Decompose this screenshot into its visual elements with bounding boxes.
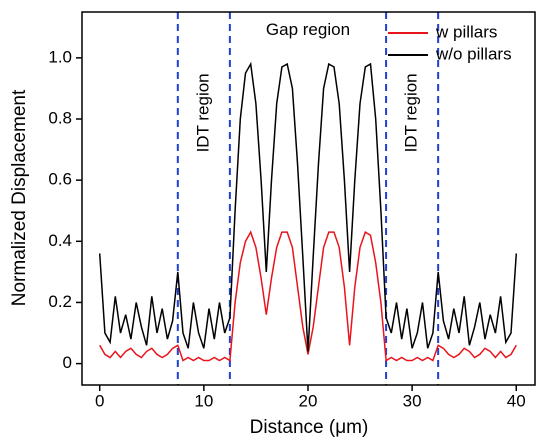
y-tick-label: 0.6 [48, 170, 72, 189]
series-line [98, 61, 518, 352]
legend-label: w/o pillars [435, 44, 512, 63]
y-tick-label: 0 [63, 353, 72, 372]
x-tick-label: 0 [95, 391, 104, 410]
x-tick-label: 20 [299, 391, 318, 410]
y-axis-label: Normalized Displacement [9, 89, 30, 306]
annotation: IDT region [193, 73, 212, 152]
series-line [99, 230, 517, 362]
x-axis-label: Distance (μm) [250, 417, 369, 438]
legend-label: w pillars [435, 22, 497, 41]
y-tick-label: 0.2 [48, 292, 72, 311]
x-tick-label: 40 [507, 391, 526, 410]
y-tick-label: 1.0 [48, 47, 72, 66]
y-tick-label: 0.8 [48, 108, 72, 127]
annotation: IDT region [402, 73, 421, 152]
plot-frame [81, 11, 536, 386]
y-tick-label: 0.4 [48, 231, 72, 250]
annotation: Gap region [266, 20, 350, 39]
x-tick-label: 10 [194, 391, 213, 410]
x-tick-label: 30 [403, 391, 422, 410]
